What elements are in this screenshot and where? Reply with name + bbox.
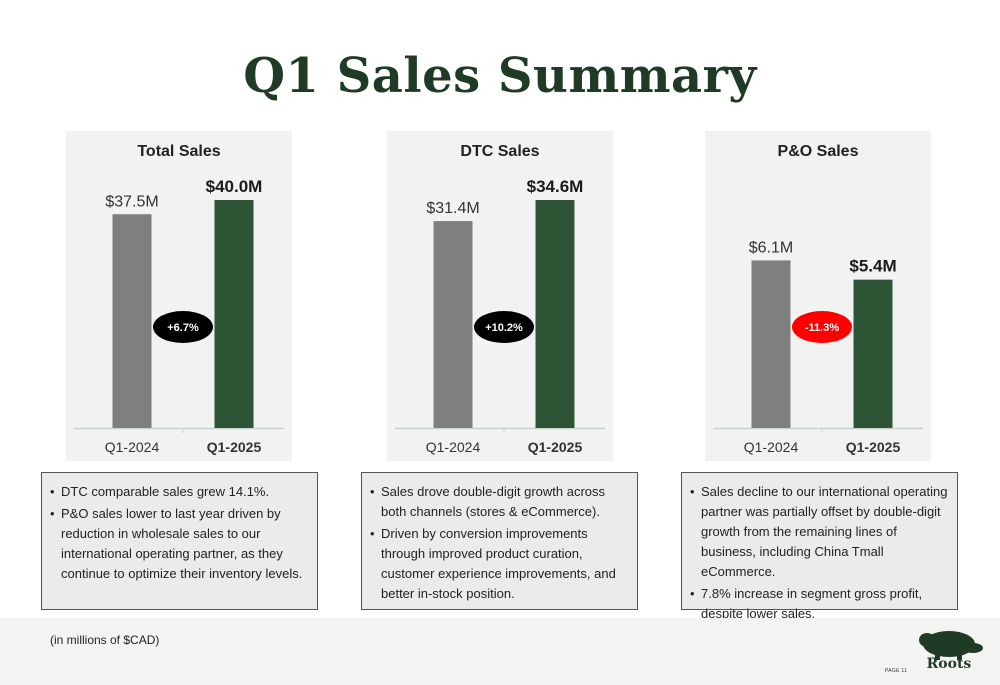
chart-total-sales-svg: $37.5M Q1-2024 $40.0M Q1-2025 +6.7%: [74, 177, 284, 455]
note-item: P&O sales lower to last year driven by r…: [50, 504, 309, 584]
bar-q1-2025: [535, 200, 575, 428]
chart-title: P&O Sales: [777, 143, 859, 160]
category-label: Q1-2024: [426, 439, 481, 455]
bar-q1-2025: [853, 279, 893, 428]
data-label: $37.5M: [105, 193, 158, 210]
chart-title: Total Sales: [137, 143, 221, 160]
note-item: DTC comparable sales grew 14.1%.: [50, 482, 309, 502]
chart-title: DTC Sales: [460, 143, 540, 160]
chart-po-sales: $6.1M Q1-2024 $5.4M Q1-2025 -11.3% P&O Sales: [705, 131, 931, 461]
notes-po-sales: Sales decline to our international opera…: [681, 472, 958, 621]
category-label: Q1-2025: [846, 439, 901, 455]
brand-logo-text: Roots: [926, 656, 972, 672]
chart-total-sales: $37.5M Q1-2024 $40.0M Q1-2025 +6.7% Total Sa…: [66, 131, 292, 461]
note-item: 7.8% increase in segment gross profit, d…: [690, 584, 949, 624]
category-label: Q1-2025: [528, 439, 583, 455]
bar-q1-2025: [214, 200, 254, 428]
page-number: PAGE 11: [885, 668, 908, 674]
beaver-icon: [919, 631, 983, 660]
data-label: $31.4M: [426, 200, 479, 217]
category-label: Q1-2025: [207, 439, 262, 455]
change-badge: [474, 311, 534, 343]
category-label: Q1-2024: [744, 439, 799, 455]
bar-q1-2024: [433, 221, 473, 428]
data-label: $40.0M: [206, 177, 263, 196]
note-item: Sales drove double-digit growth across b…: [370, 482, 629, 522]
chart-po-sales-svg: $6.1M Q1-2024 $5.4M Q1-2025 -11.3%: [713, 239, 923, 455]
data-label: $6.1M: [749, 239, 793, 256]
notes-dtc-sales: Sales drove double-digit growth across b…: [361, 472, 638, 610]
notes-total-sales: DTC comparable sales grew 14.1%. P&O sal…: [41, 472, 318, 610]
change-badge-label: +6.7%: [167, 322, 199, 334]
note-item: Driven by conversion improvements throug…: [370, 524, 629, 604]
change-badge-label: +10.2%: [485, 322, 523, 334]
change-badge: [153, 311, 213, 343]
change-badge: [792, 311, 852, 343]
chart-dtc-sales-svg: $31.4M Q1-2024 $34.6M Q1-2025 +10.2%: [395, 177, 605, 455]
data-label: $34.6M: [527, 177, 584, 196]
category-label: Q1-2024: [105, 439, 160, 455]
change-badge-label: -11.3%: [805, 322, 839, 334]
chart-dtc-sales: $31.4M Q1-2024 $34.6M Q1-2025 +10.2% DTC Sal…: [387, 131, 613, 461]
bar-q1-2024: [751, 260, 791, 428]
data-label: $5.4M: [849, 257, 896, 276]
footer-band: [0, 618, 1000, 685]
bar-q1-2024: [112, 214, 152, 428]
currency-footnote: (in millions of $CAD): [50, 633, 160, 647]
page-title: Q1 Sales Summary: [243, 48, 757, 104]
note-item: Sales decline to our international opera…: [690, 482, 949, 582]
